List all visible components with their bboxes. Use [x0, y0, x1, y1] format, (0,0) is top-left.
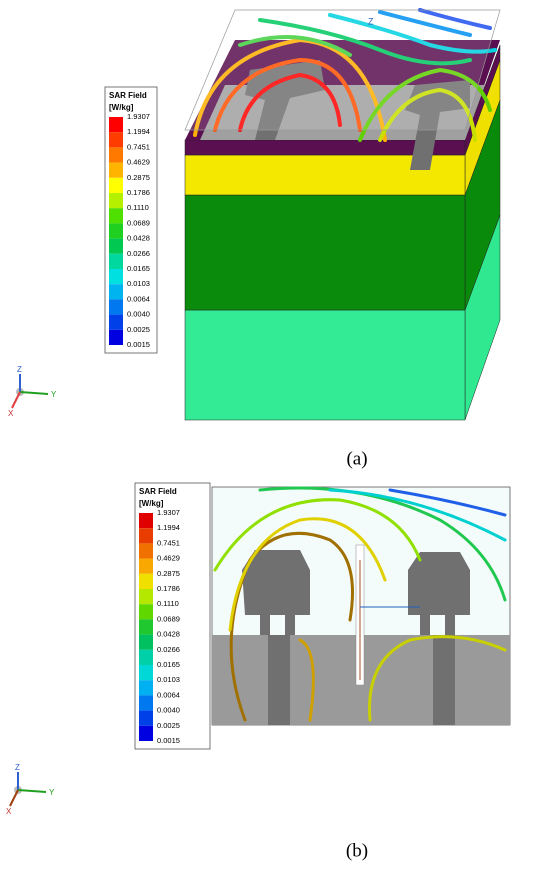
legend-label: 0.0040: [127, 310, 150, 319]
legend-label: 0.0064: [127, 294, 150, 303]
axis-z-label: Z: [17, 365, 22, 374]
legend-label: 0.4629: [157, 554, 180, 563]
legend-swatch: [109, 223, 123, 239]
legend-label: 0.0266: [127, 249, 150, 258]
model-top-view: [211, 486, 511, 726]
legend-swatch: [139, 665, 153, 681]
legend-swatch: [109, 238, 123, 254]
legend-swatch: [109, 162, 123, 178]
legend-swatch: [139, 710, 153, 726]
legend-swatch: [139, 558, 153, 574]
axis-x: [11, 391, 21, 409]
legend-swatch: [139, 528, 153, 544]
legend-label: 0.0015: [157, 736, 180, 745]
legend-label: 0.7451: [127, 142, 150, 151]
panel-caption: (b): [346, 840, 368, 861]
legend-swatch: [109, 299, 123, 315]
legend-label: 0.0689: [127, 218, 150, 227]
legend-swatch: [139, 543, 153, 559]
legend-swatch: [109, 208, 123, 224]
legend-label: 0.0428: [127, 234, 150, 243]
legend-unit: [W/kg]: [109, 103, 134, 112]
legend-label: 0.0015: [127, 340, 150, 349]
axis-y: [17, 789, 47, 793]
axis-z-label: Z: [15, 763, 20, 772]
legend-swatch: [109, 147, 123, 163]
legend-swatch: [109, 314, 123, 330]
legend-label: 0.0428: [157, 630, 180, 639]
legend-label: 0.0165: [157, 660, 180, 669]
model-3d: Z: [184, 8, 501, 421]
legend-label: 0.1110: [127, 203, 149, 212]
legend-label: 1.9307: [157, 508, 180, 517]
legend-label: 1.9307: [127, 112, 150, 121]
legend-label: 0.0689: [157, 614, 180, 623]
legend-label: 0.0025: [127, 325, 150, 334]
axis-x-label: X: [6, 807, 12, 816]
legend-title: SAR Field: [109, 91, 147, 100]
legend-label: 0.1110: [157, 599, 179, 608]
legend-label: 0.0064: [157, 690, 180, 699]
legend-label: 0.1786: [157, 584, 180, 593]
legend-swatch: [109, 177, 123, 193]
legend-label: 0.0025: [157, 721, 180, 730]
legend-swatch: [109, 329, 123, 345]
legend-swatch: [139, 619, 153, 635]
legend-label: 0.0266: [157, 645, 180, 654]
legend-swatch: [109, 284, 123, 300]
axis-x: [9, 789, 19, 807]
legend-swatch: [139, 513, 153, 529]
legend-swatch: [139, 649, 153, 665]
legend-swatch: [139, 573, 153, 589]
legend-label: 0.2875: [127, 173, 150, 182]
legend-label: 0.1786: [127, 188, 150, 197]
legend-label: 0.0165: [127, 264, 150, 273]
legend-swatch: [109, 269, 123, 285]
legend-swatch: [139, 695, 153, 711]
legend-swatch: [109, 193, 123, 209]
legend-label: 0.0040: [157, 706, 180, 715]
legend-label: 0.0103: [157, 675, 180, 684]
legend-label: 1.1994: [157, 523, 180, 532]
legend-label: 0.0103: [127, 279, 150, 288]
legend-label: 0.2875: [157, 569, 180, 578]
axis-y: [19, 391, 49, 395]
legend-label: 0.4629: [127, 158, 150, 167]
legend-swatch: [139, 589, 153, 605]
legend-swatch: [109, 132, 123, 148]
legend-swatch: [139, 604, 153, 620]
legend-title: SAR Field: [139, 487, 177, 496]
legend-swatch: [109, 117, 123, 133]
legend-swatch: [139, 680, 153, 696]
axis-y-label: Y: [49, 788, 55, 797]
axis-y-label: Y: [51, 390, 57, 399]
legend-label: 1.1994: [127, 127, 150, 136]
legend-swatch: [139, 725, 153, 741]
panel-caption: (a): [346, 448, 367, 469]
legend-unit: [W/kg]: [139, 499, 164, 508]
axis-x-label: X: [8, 409, 14, 418]
legend-swatch: [139, 634, 153, 650]
image-axis-label: Z: [368, 16, 374, 26]
legend-label: 0.7451: [157, 538, 180, 547]
legend-swatch: [109, 253, 123, 269]
